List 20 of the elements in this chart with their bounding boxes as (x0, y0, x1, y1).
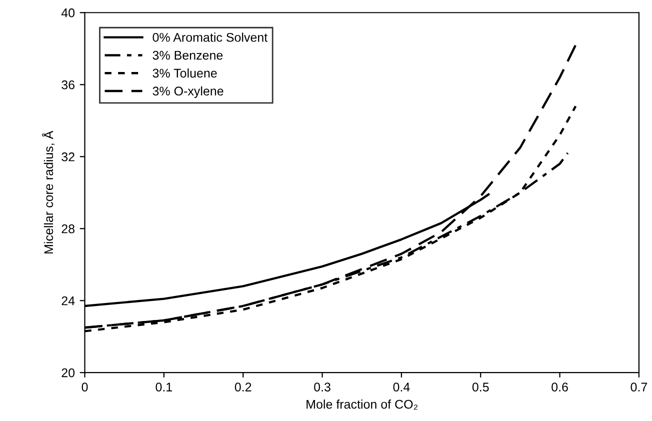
y-tick-label: 20 (62, 368, 75, 378)
legend-label: 3% Toluene (152, 68, 217, 78)
y-tick-label: 24 (62, 296, 75, 306)
x-tick-label: 0.3 (314, 382, 330, 392)
y-tick-label: 40 (61, 8, 75, 18)
legend-label: 3% Benzene (152, 50, 223, 60)
y-axis-title: Micellar core radius, Å (42, 130, 55, 254)
y-tick-label: 32 (62, 152, 74, 162)
y-tick-label: 28 (62, 224, 74, 234)
legend-label: 0% Aromatic Solvent (152, 32, 268, 42)
legend-label: 3% O-xylene (152, 86, 224, 98)
x-tick-label: 0 (82, 382, 88, 392)
x-axis-title: Mole fraction of CO₂ (306, 400, 418, 410)
x-tick-label: 0.7 (630, 382, 648, 392)
y-tick-label: 36 (62, 80, 74, 90)
x-tick-label: 0.4 (393, 382, 410, 392)
x-tick-label: 0.2 (234, 382, 252, 392)
x-tick-label: 0.6 (552, 382, 568, 392)
x-tick-label: 0.1 (156, 382, 172, 392)
x-tick-label: 0.5 (472, 382, 489, 392)
